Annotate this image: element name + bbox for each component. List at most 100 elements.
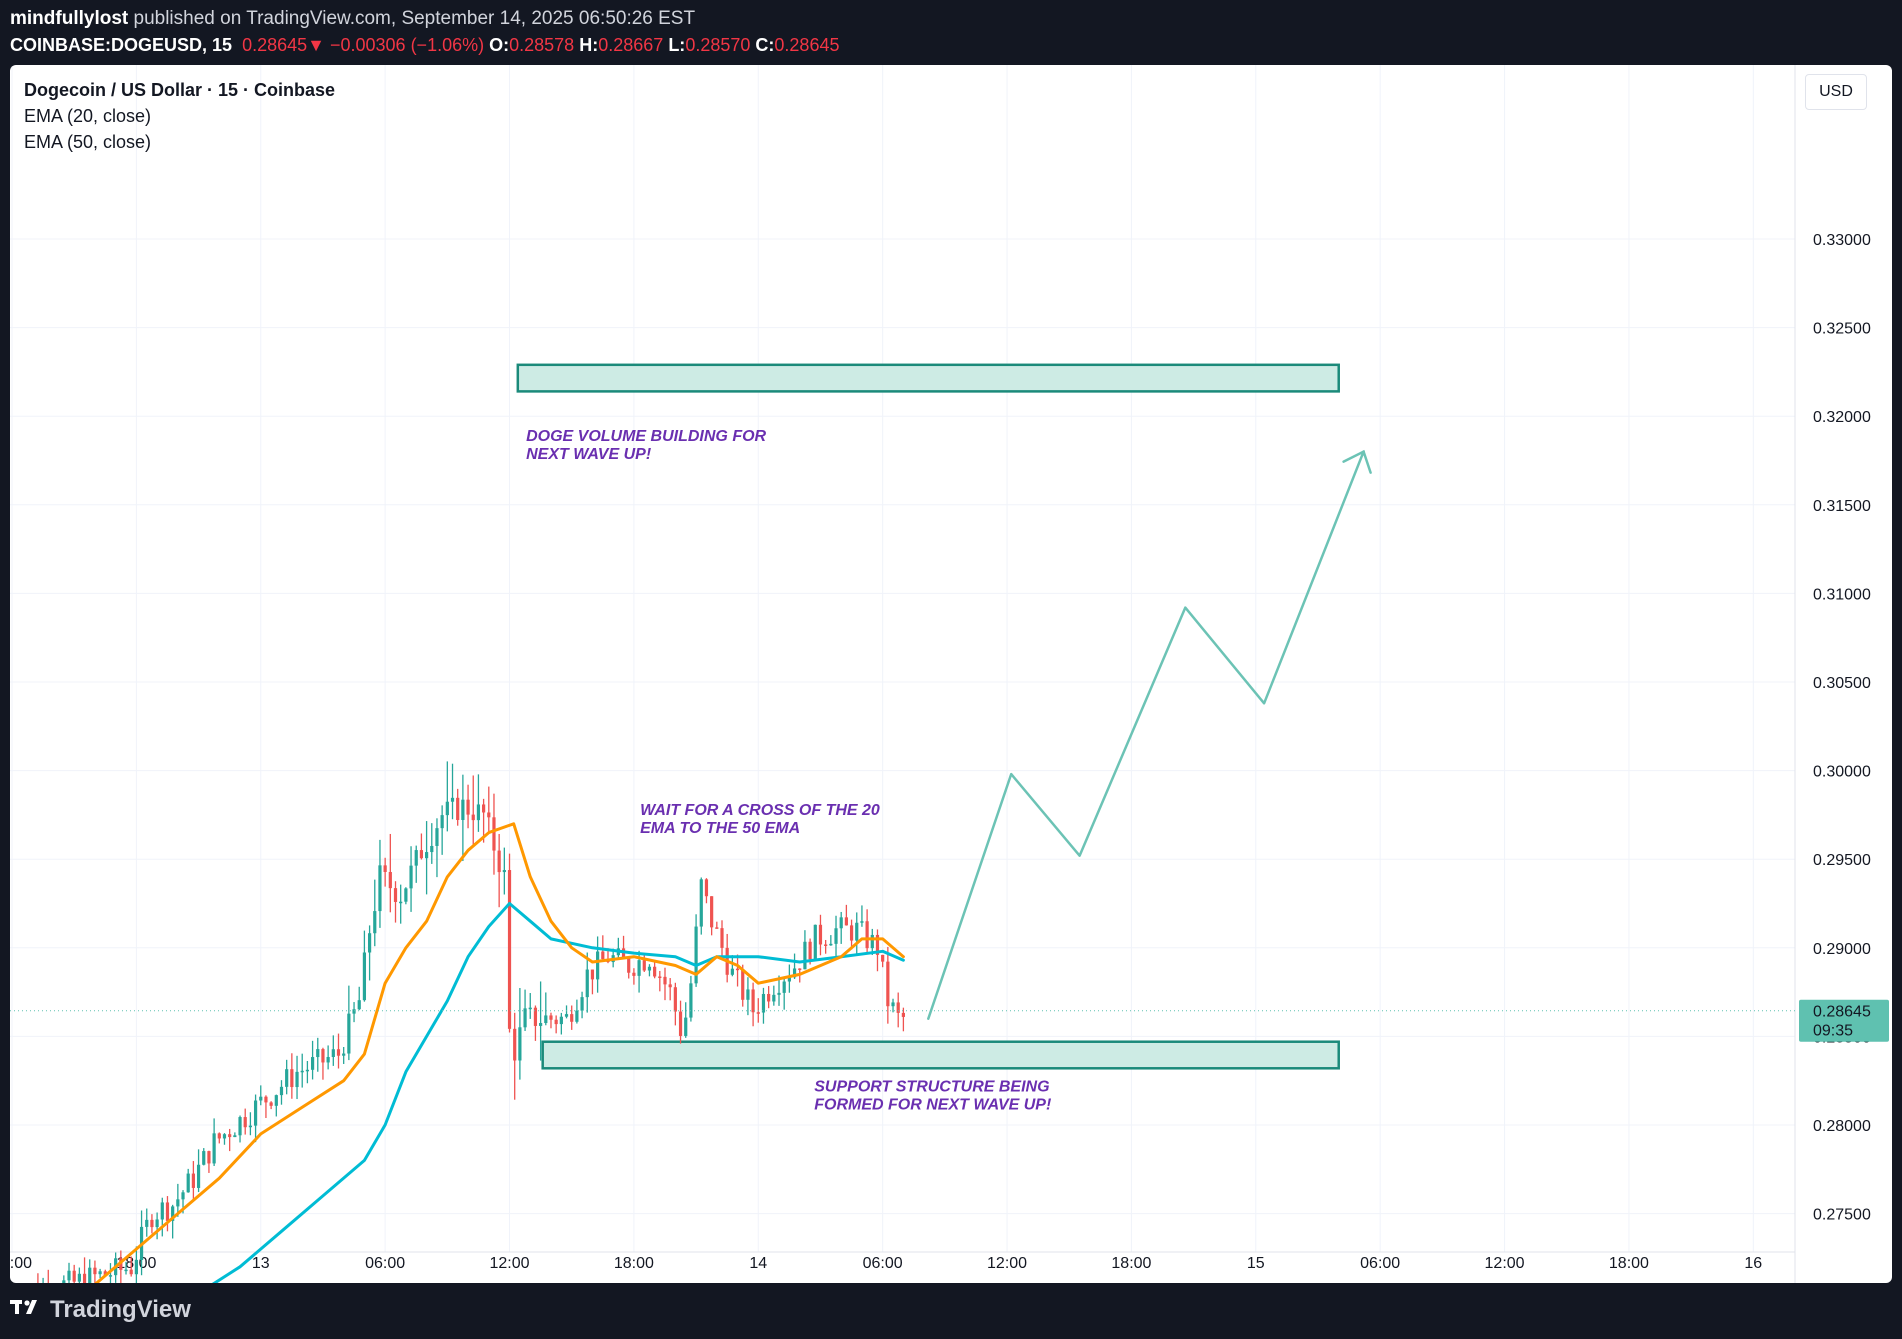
candle-body: [834, 928, 838, 944]
annotation-text[interactable]: EMA TO THE 50 EMA: [640, 820, 800, 837]
legend-ema50[interactable]: EMA (50, close): [24, 132, 152, 152]
candle-body: [419, 850, 424, 859]
author-name[interactable]: mindfullylost: [10, 8, 129, 29]
candle-body: [336, 1049, 341, 1056]
x-tick-label: 16: [1744, 1255, 1762, 1272]
publish-line: mindfullylost published on TradingView.c…: [10, 6, 839, 32]
price-badge-value: 0.28645: [1813, 1004, 1871, 1021]
candle-body: [399, 901, 403, 904]
x-tick-label: 12:00: [987, 1255, 1027, 1272]
candle-body: [321, 1049, 325, 1063]
candle-body: [456, 797, 460, 820]
price-badge: 0.28645 09:35: [1799, 999, 1889, 1042]
candle-body: [212, 1133, 216, 1164]
candle-body: [77, 1273, 81, 1282]
close-label: C:: [755, 35, 775, 55]
candle-body: [777, 992, 781, 995]
ema20-line[interactable]: [10, 822, 905, 1283]
candle-body: [150, 1219, 154, 1228]
candle-body: [352, 1009, 356, 1014]
symbol-label: COINBASE:DOGEUSD, 15: [10, 35, 233, 55]
high-label: H:: [579, 35, 599, 55]
candle-body: [202, 1151, 206, 1165]
candle-body: [393, 888, 398, 902]
candle-body: [564, 1014, 569, 1017]
candle-body: [253, 1100, 258, 1126]
candle-body: [300, 1070, 304, 1073]
candle-body: [881, 954, 885, 962]
candle-body: [601, 951, 605, 960]
candle-body: [124, 1269, 128, 1272]
candle-body: [787, 977, 791, 982]
candle-body: [274, 1095, 278, 1106]
candle-body: [632, 972, 636, 976]
candle-body: [93, 1267, 97, 1275]
candle-body: [165, 1202, 170, 1221]
annotation-text[interactable]: WAIT FOR A CROSS OF THE 20: [640, 802, 880, 819]
candle-body: [72, 1270, 76, 1282]
legend-title[interactable]: Dogecoin / US Dollar · 15 · Coinbase: [24, 80, 336, 100]
ohlc-line: COINBASE:DOGEUSD, 15 0.28645▼ −0.00306 (…: [10, 32, 839, 58]
candle-body: [507, 870, 512, 1029]
candle-body: [414, 850, 418, 866]
candle-body: [176, 1199, 180, 1207]
y-tick-label: 0.32500: [1813, 321, 1871, 338]
candle-body: [425, 852, 429, 859]
candle-body: [295, 1071, 299, 1088]
legend-ema20[interactable]: EMA (20, close): [24, 106, 152, 126]
y-tick-label: 0.31500: [1813, 498, 1871, 515]
ema50-line[interactable]: [157, 902, 905, 1284]
projection-arrowhead: [1342, 449, 1372, 474]
annotation-text[interactable]: SUPPORT STRUCTURE BEING: [814, 1078, 1049, 1095]
candle-body: [870, 934, 874, 949]
candle-body: [528, 1007, 532, 1010]
y-tick-label: 0.29500: [1813, 852, 1871, 869]
candle-body: [715, 927, 719, 929]
candle-body: [196, 1164, 201, 1188]
candle-body: [440, 815, 444, 829]
candle-body: [813, 924, 817, 960]
brand-name: TradingView: [50, 1296, 191, 1323]
candle-body: [730, 968, 734, 975]
candle-body: [316, 1049, 320, 1058]
candle-body: [767, 993, 771, 1002]
y-tick-label: 0.31000: [1813, 586, 1871, 603]
candle-body: [342, 1053, 346, 1056]
annotation-text[interactable]: DOGE VOLUME BUILDING FOR: [526, 428, 766, 445]
candle-body: [430, 845, 434, 853]
candle-body: [642, 960, 646, 971]
candle-body: [103, 1271, 107, 1276]
x-tick-label: 18:00: [614, 1255, 654, 1272]
candle-body: [409, 865, 413, 889]
support-zone[interactable]: [541, 1040, 1340, 1070]
candle-body: [875, 934, 880, 955]
high-value: 0.28667: [598, 35, 664, 55]
candle-body: [373, 911, 377, 934]
y-tick-label: 0.33000: [1813, 232, 1871, 249]
footer-brand: TradingView: [10, 1296, 191, 1324]
candle-body: [191, 1173, 195, 1188]
price-chart[interactable]: 0.270000.275000.280000.285000.290000.295…: [10, 65, 1892, 1283]
candle-body: [388, 871, 392, 889]
annotation-text[interactable]: NEXT WAVE UP!: [526, 446, 652, 463]
candle-body: [378, 865, 382, 912]
x-tick-label: 06:00: [365, 1255, 405, 1272]
candle-body: [533, 1007, 538, 1026]
chart-panel[interactable]: Dogecoin / US Dollar · 15 · Coinbase EMA…: [10, 65, 1892, 1283]
candle-body: [248, 1125, 252, 1128]
candle-body: [347, 1013, 351, 1054]
candle-body: [575, 1010, 579, 1022]
candle-body: [824, 944, 828, 946]
projection-path[interactable]: [927, 450, 1365, 1020]
x-tick-label: 15: [1247, 1255, 1265, 1272]
candle-body: [471, 814, 475, 821]
candle-body: [580, 997, 584, 1011]
annotation-text[interactable]: FORMED FOR NEXT WAVE UP!: [814, 1096, 1052, 1113]
candle-body: [134, 1259, 138, 1275]
candle-body: [67, 1270, 71, 1281]
currency-button[interactable]: USD: [1805, 74, 1867, 110]
resistance-zone[interactable]: [516, 363, 1340, 393]
candle-body: [647, 966, 652, 971]
candle-body: [761, 993, 766, 1013]
candle-body: [331, 1049, 335, 1057]
